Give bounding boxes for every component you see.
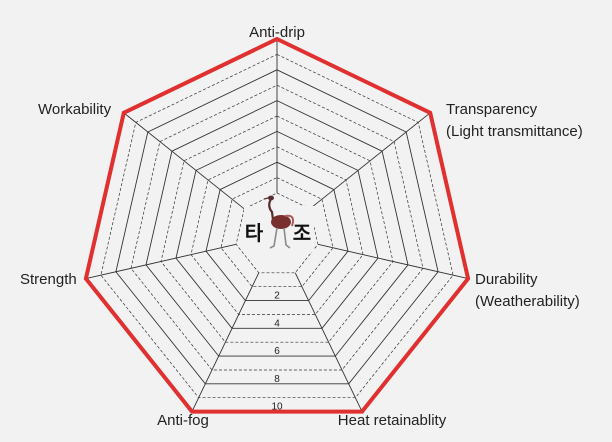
- grid-ring: [145, 100, 409, 357]
- axis-label: Heat retainablity: [338, 412, 447, 429]
- tick-label: 8: [274, 374, 280, 385]
- logo-char-left: 타: [245, 222, 264, 245]
- axis-label: Workability: [38, 101, 112, 118]
- radar-grid: [85, 39, 469, 412]
- center-logo: 타 조: [244, 195, 314, 252]
- grid-spoke: [317, 243, 469, 280]
- axis-label: Transparency (Light transmittance): [446, 101, 583, 140]
- grid-spoke: [85, 243, 237, 280]
- radar-axis-labels: Anti-drip Transparency (Light transmittanc…: [20, 24, 583, 429]
- axis-label: Anti-drip: [249, 24, 305, 41]
- series-polygon: [83, 36, 471, 414]
- tick-label: 6: [274, 346, 280, 357]
- grid-ring: [130, 84, 424, 371]
- grid-ring: [190, 146, 364, 315]
- axis-label: Strength: [20, 271, 77, 288]
- tick-label: 4: [274, 318, 280, 329]
- tick-label: 10: [271, 402, 283, 413]
- logo-char-right: 조: [293, 223, 311, 245]
- grid-spoke: [123, 112, 245, 210]
- grid-spoke: [309, 112, 431, 210]
- grid-ring: [100, 54, 454, 399]
- grid-ring: [175, 130, 379, 329]
- radar-tick-labels: 2 4 6 8 10: [271, 291, 283, 413]
- radar-series: [83, 36, 471, 414]
- grid-ring: [220, 177, 334, 288]
- ostrich-icon: [263, 195, 295, 249]
- grid-ring: [115, 69, 439, 385]
- grid-spoke: [191, 272, 260, 412]
- tick-label: 2: [274, 291, 280, 302]
- axis-label: Anti-fog: [157, 412, 209, 429]
- axis-label: Durability (Weatherability): [475, 271, 580, 310]
- grid-spoke: [294, 272, 363, 412]
- grid-ring: [205, 161, 349, 302]
- grid-ring: [160, 115, 394, 343]
